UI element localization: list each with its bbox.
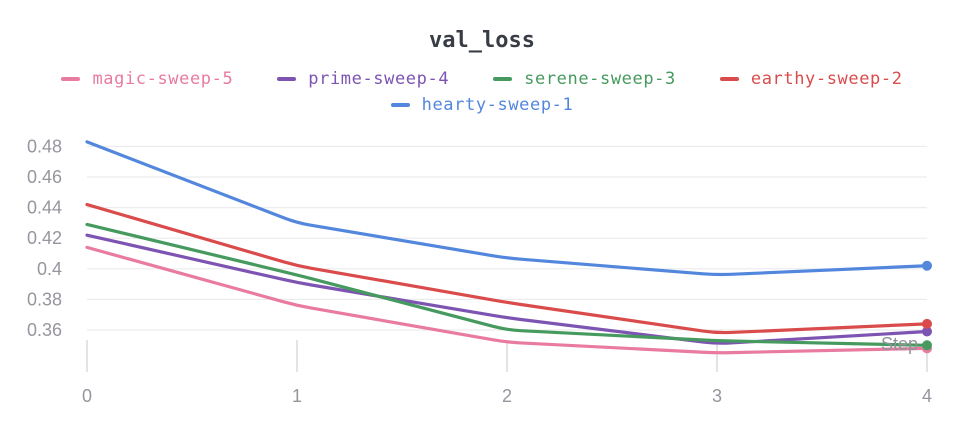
endpoint-dot-serene-sweep-3 — [922, 340, 932, 351]
series-line-serene-sweep-3[interactable] — [85, 222, 929, 347]
legend-swatch-icon — [493, 77, 513, 81]
x-axis-title: Step — [881, 334, 918, 354]
legend-swatch-icon — [390, 103, 410, 107]
series-line-prime-sweep-4[interactable] — [85, 233, 929, 345]
series-line-hearty-sweep-1[interactable] — [85, 140, 929, 277]
series-line-earthy-sweep-2[interactable] — [85, 202, 929, 335]
y-tick-label: 0.48 — [27, 136, 62, 156]
legend-label: serene-sweep-3 — [524, 69, 676, 89]
chart-title: val_loss — [429, 28, 535, 53]
y-tick-label: 0.44 — [27, 198, 62, 218]
legend: magic-sweep-5 prime-sweep-4 serene-sweep-3… — [0, 66, 964, 118]
y-tick-label: 0.36 — [27, 320, 62, 340]
x-tick-label: 1 — [292, 386, 302, 406]
x-tick-label: 2 — [502, 386, 512, 406]
x-tick-label: 0 — [82, 386, 92, 406]
legend-item-serene-sweep-3[interactable]: serene-sweep-3 — [493, 66, 676, 92]
legend-label: magic-sweep-5 — [92, 69, 234, 89]
endpoint-dot-hearty-sweep-1 — [922, 260, 932, 271]
legend-swatch-icon — [719, 77, 739, 81]
x-tick-label: 4 — [922, 386, 932, 406]
legend-item-magic-sweep-5[interactable]: magic-sweep-5 — [61, 66, 233, 92]
legend-item-hearty-sweep-1[interactable]: hearty-sweep-1 — [390, 92, 574, 118]
endpoint-dot-earthy-sweep-2 — [922, 318, 932, 329]
legend-swatch-icon — [61, 77, 81, 81]
y-tick-label: 0.46 — [27, 167, 62, 187]
x-tick-label: 3 — [712, 386, 722, 406]
legend-item-earthy-sweep-2[interactable]: earthy-sweep-2 — [719, 66, 903, 92]
series-line-magic-sweep-5[interactable] — [85, 245, 929, 355]
legend-swatch-icon — [277, 77, 297, 81]
y-tick-label: 0.4 — [37, 259, 62, 279]
legend-item-prime-sweep-4[interactable]: prime-sweep-4 — [277, 66, 449, 92]
y-tick-label: 0.42 — [27, 228, 62, 248]
legend-label: prime-sweep-4 — [308, 69, 450, 89]
y-tick-label: 0.38 — [27, 289, 62, 309]
legend-label: earthy-sweep-2 — [750, 69, 903, 89]
legend-label: hearty-sweep-1 — [421, 95, 574, 115]
endpoint-dot-prime-sweep-4 — [922, 326, 932, 337]
